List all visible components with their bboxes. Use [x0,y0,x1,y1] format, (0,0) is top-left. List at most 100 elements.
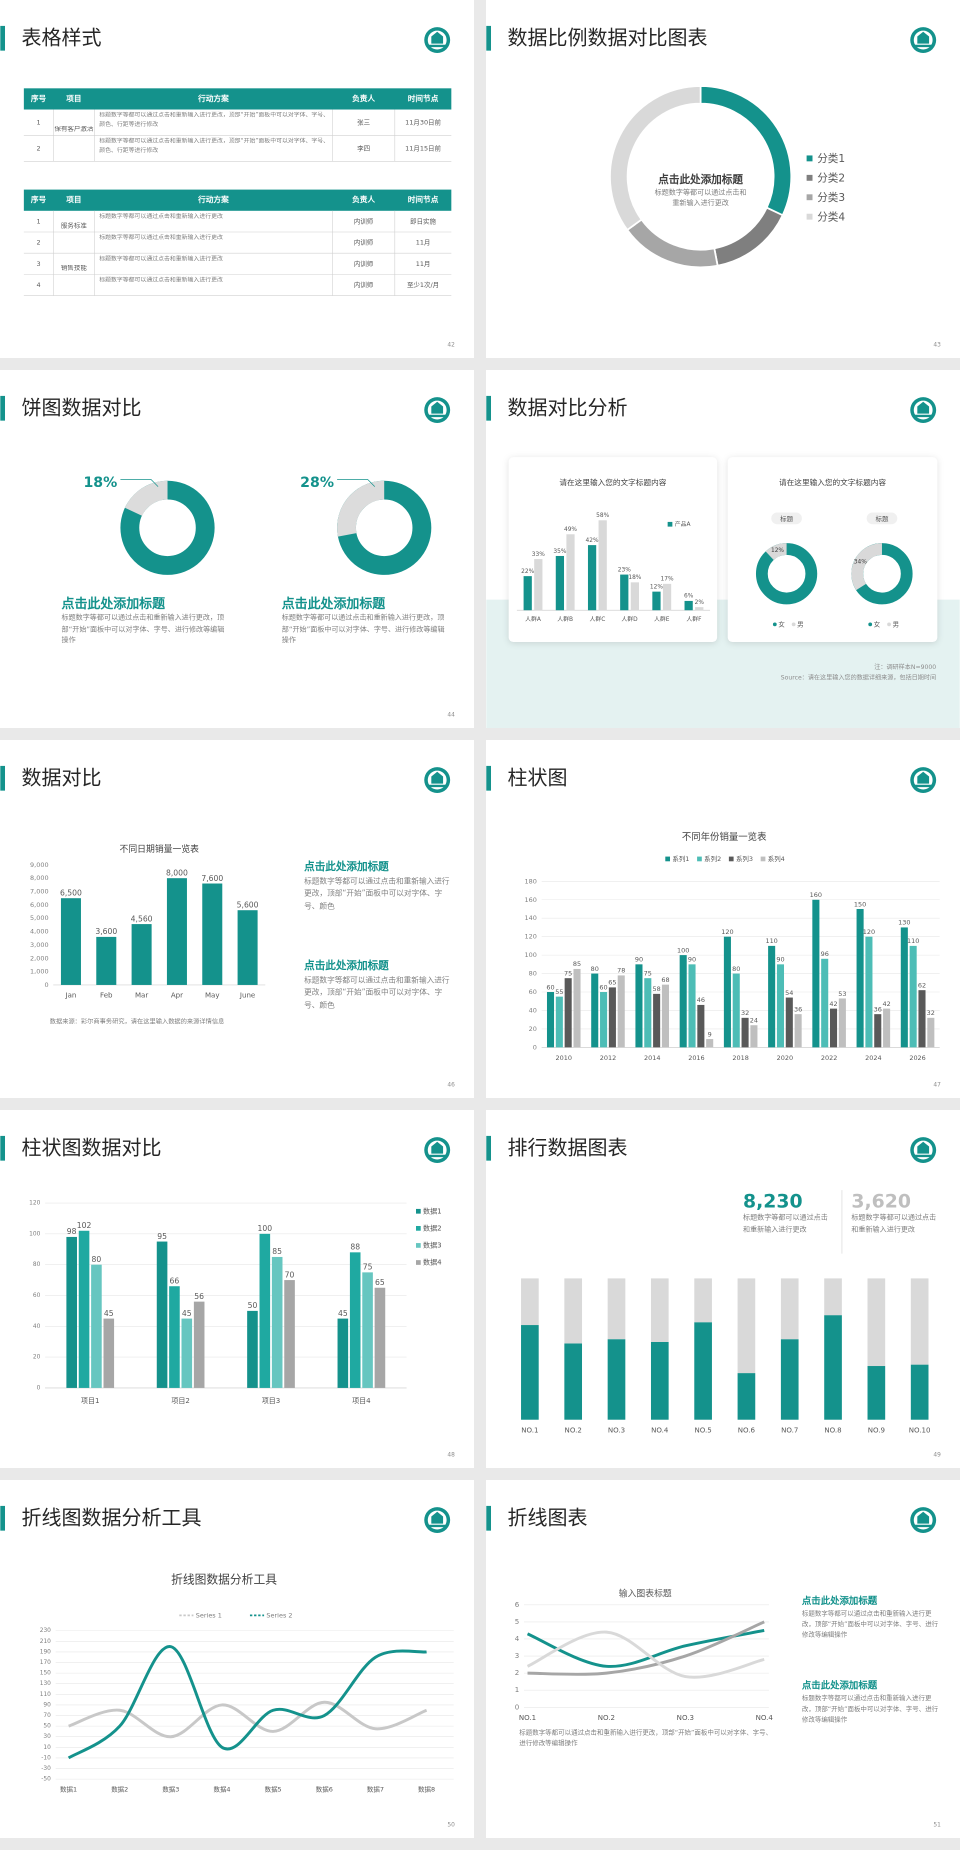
legend-swatch [806,174,813,181]
value-label: 120 [863,928,875,936]
value-label: 58 [653,985,661,993]
y-tick-label: 0 [533,1043,537,1051]
legend-dot [868,622,873,627]
x-tick-label: 人群E [654,615,670,623]
slide-canvas: 数据比例数据对比图表 43 点击此处添加标题标题数字等都可以通过点击和重新输入进行更… [486,25,941,349]
bar [555,555,565,611]
text-frame: 销售技能 [61,265,87,272]
bar [202,883,223,985]
x-tick-label: 2012 [600,1054,616,1062]
value-label: 32 [927,1009,935,1017]
bar [918,990,926,1048]
value-label: 110 [765,937,777,945]
x-tick-label: 数据6 [316,1785,333,1794]
slide: 折线图数据分析工具 50 折线图数据分析工具 Series 1 Series 2 -50 -… [0,1480,474,1838]
bar-segment [867,1366,886,1420]
value-label: 35% [553,549,566,555]
table-cell: 即日实施 [410,216,436,225]
table-cell: 11月 [416,260,431,268]
y-tick-label: 50 [43,1724,51,1730]
value-label: 42 [829,1000,837,1008]
title-accent [0,395,6,421]
bar [830,1008,838,1048]
page-number: 43 [933,343,941,349]
y-tick-label: 60 [33,1293,41,1299]
table-header: 时间节点 [408,93,439,103]
paragraph: 标题数字等都可以通过点击和重新输入进行更改，顶部“开始”面板中可以对字体、字号、… [99,137,330,154]
y-tick-label: 4,000 [30,928,49,936]
table-cell: 1 [37,118,41,126]
bar [865,936,873,1048]
table-header: 行动方案 [197,194,229,204]
legend-swatch [806,194,813,201]
text-frame: 标题数字等都可以通过点击和重新输入进行更改 [99,234,223,241]
value-label: 70 [285,1270,295,1279]
paragraph: 标题数字等都可以通过点击和重新输入进行更改，顶部“开始”面板中可以对字体、字号、… [99,111,330,128]
value-label: 56 [194,1292,204,1301]
bar-segment [780,1278,799,1340]
legend-label: 分类1 [817,152,845,165]
bar [96,936,117,985]
text-frame: 标题数字等都可以通过点击和重新输入进行更改 [99,213,223,220]
slide-title: 数据比例数据对比图表 [507,25,707,49]
slide: 数据比例数据对比图表 43 点击此处添加标题标题数字等都可以通过点击和重新输入进行更… [486,0,960,358]
value-label: 62 [918,981,926,989]
y-tick-label: 140 [525,914,537,922]
value-label: 5,600 [237,900,259,909]
x-tick-label: 人群B [557,615,573,623]
value-label: 17% [661,577,674,583]
legend-swatch [416,1243,421,1248]
legend-label: 女 [874,619,881,628]
y-tick-label: 5 [515,1617,519,1626]
y-tick-label: 5,000 [30,914,49,922]
value-label: 24 [750,1017,758,1025]
leader-line [120,479,159,487]
bar [927,1017,935,1048]
footnote: Source：请在这里输入您的数据详细来源，包括日期时间 [781,673,936,681]
title-accent [0,25,6,51]
bar [688,964,696,1048]
text-frame: 标题数字等都可以通过点击和重新输入进行更改 [654,188,747,208]
table-cell: 张三 [357,117,370,126]
donut-title: 点击此处添加标题 [658,173,743,186]
bar-segment [607,1278,626,1340]
bar [794,1014,802,1048]
value-label: 100 [677,946,689,954]
legend-label: 数据2 [423,1223,442,1232]
x-tick-label: 2022 [821,1054,837,1062]
y-tick-label: 0 [44,981,48,989]
bar [573,968,581,1048]
bar [600,992,608,1048]
logo-mark [914,771,932,788]
x-tick-label: 数据1 [60,1785,77,1794]
line-series [67,1645,427,1760]
bar-segment [521,1325,539,1420]
bar [617,975,625,1048]
page-number: 47 [933,1083,941,1089]
y-tick-label: 110 [40,1692,51,1698]
x-tick-label: 数据2 [111,1785,128,1794]
bar-segment [607,1339,626,1420]
table-header: 序号 [31,194,47,204]
bar [247,1310,258,1388]
bar [750,1025,758,1048]
value-label: 95 [157,1232,167,1241]
bar [337,1318,349,1388]
logo-mark [428,1141,446,1158]
y-tick-label: 90 [43,1702,51,1708]
bar [78,1230,90,1388]
paragraph: 标题数字等都可以通过点击和重新输入进行更改，顶部“开始”面板中可以对字体、字号、… [801,1610,939,1639]
paragraph: 标题数字等都可以通过点击和重新输入进行更改，顶部“开始”面板中可以对字体、字号、… [61,613,225,645]
x-tick-label: Feb [100,991,113,1000]
chart-title: 不同年份销量一览表 [682,831,767,843]
chart-title: 输入图表标题 [619,1588,672,1600]
text-frame: 保有客户激活 [54,126,93,133]
value-label: 58% [596,513,609,519]
bar [156,1241,168,1388]
table-header: 项目 [66,94,81,103]
text-frame: 服务标准 [61,223,87,230]
paragraph: 标题数字等都可以通过点击和重新输入进行更改 [654,188,747,208]
legend-label: 数据3 [423,1240,442,1249]
y-tick-label: 150 [40,1671,51,1677]
x-tick-label: NO.1 [519,1713,536,1722]
